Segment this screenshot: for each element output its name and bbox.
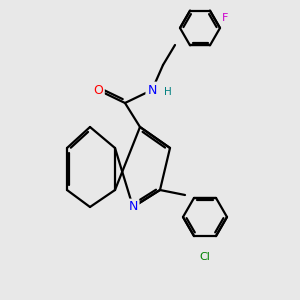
Text: H: H xyxy=(164,87,172,97)
Text: Cl: Cl xyxy=(200,252,210,262)
Text: N: N xyxy=(147,83,157,97)
Text: N: N xyxy=(128,200,138,214)
Text: O: O xyxy=(93,83,103,97)
Text: F: F xyxy=(222,13,228,23)
